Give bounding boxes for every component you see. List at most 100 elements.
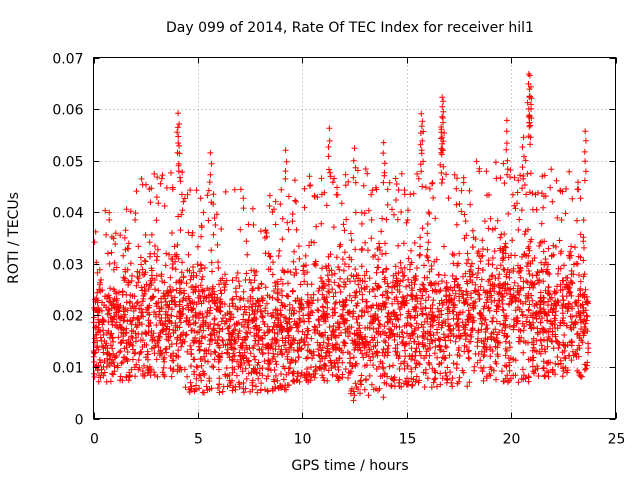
data-point — [249, 205, 256, 212]
data-point — [273, 361, 280, 368]
data-point — [365, 308, 371, 315]
data-point — [506, 340, 513, 346]
data-point — [256, 324, 263, 331]
data-point — [504, 379, 511, 386]
data-point — [143, 330, 150, 337]
data-point — [317, 332, 324, 339]
data-point — [111, 368, 118, 375]
data-point — [145, 323, 152, 330]
data-point — [233, 320, 240, 327]
data-point — [199, 273, 206, 280]
data-point — [108, 314, 115, 321]
data-point — [475, 270, 481, 276]
data-point — [443, 379, 450, 386]
data-points — [90, 71, 592, 404]
data-point — [577, 317, 584, 323]
data-point — [449, 251, 456, 257]
data-point — [324, 345, 331, 352]
data-point — [576, 314, 583, 321]
data-point — [192, 309, 199, 316]
data-point — [492, 159, 499, 166]
data-point — [246, 344, 253, 351]
data-point — [561, 262, 567, 269]
data-point — [265, 360, 272, 367]
data-point — [123, 340, 130, 347]
data-point — [504, 157, 511, 164]
data-point — [174, 242, 181, 248]
data-point — [193, 363, 200, 370]
data-point — [385, 295, 392, 302]
data-point — [478, 253, 485, 260]
data-point — [314, 297, 321, 303]
data-point — [441, 272, 448, 279]
data-point — [533, 272, 540, 279]
data-point — [506, 286, 512, 293]
data-point — [187, 187, 194, 194]
data-point — [505, 355, 512, 362]
data-point — [105, 328, 112, 334]
data-point — [172, 322, 179, 329]
data-point — [390, 272, 397, 279]
data-point — [382, 250, 389, 257]
data-point — [466, 347, 472, 354]
data-point — [554, 325, 561, 332]
data-point — [349, 313, 356, 320]
data-point — [434, 305, 441, 312]
data-point — [502, 250, 509, 257]
data-point — [443, 288, 450, 294]
data-point — [173, 287, 180, 294]
data-point — [222, 271, 228, 278]
data-point — [336, 324, 343, 331]
data-point — [181, 195, 188, 202]
data-point — [353, 288, 360, 295]
data-point — [545, 245, 552, 252]
data-point — [495, 353, 501, 360]
data-point — [567, 278, 574, 284]
data-point — [348, 297, 355, 304]
data-point — [120, 337, 126, 344]
data-point — [307, 312, 314, 319]
data-point — [162, 346, 169, 353]
data-point — [326, 125, 333, 132]
data-point — [440, 108, 447, 115]
data-point — [153, 272, 160, 279]
data-point — [377, 302, 384, 309]
data-point — [551, 321, 558, 328]
data-point — [148, 345, 155, 352]
data-point — [393, 181, 400, 187]
data-point — [162, 262, 169, 269]
y-tick-label: 0.05 — [52, 155, 83, 171]
data-point — [363, 298, 370, 305]
data-point — [410, 330, 417, 337]
data-point — [540, 248, 547, 255]
data-point — [138, 321, 145, 328]
data-point — [364, 338, 371, 345]
data-point — [406, 352, 413, 359]
data-point — [195, 315, 202, 322]
data-point — [301, 338, 308, 345]
data-point — [562, 210, 569, 217]
data-point — [469, 244, 476, 250]
data-point — [392, 175, 399, 182]
data-point — [275, 253, 282, 259]
data-point — [382, 299, 389, 306]
data-point — [156, 317, 163, 324]
data-point — [290, 368, 297, 375]
data-point — [336, 355, 343, 362]
data-point — [452, 302, 458, 308]
data-point — [167, 333, 174, 340]
data-point — [174, 336, 181, 342]
data-point — [540, 306, 547, 313]
data-point — [334, 341, 341, 348]
data-point — [269, 326, 276, 333]
data-point — [525, 243, 532, 250]
data-point — [167, 283, 173, 290]
data-point — [316, 322, 323, 328]
data-point — [312, 363, 319, 370]
data-point — [139, 309, 146, 316]
data-point — [393, 352, 400, 359]
data-point — [549, 328, 556, 335]
data-point — [577, 285, 584, 292]
data-point — [348, 237, 355, 244]
data-point — [358, 263, 365, 270]
